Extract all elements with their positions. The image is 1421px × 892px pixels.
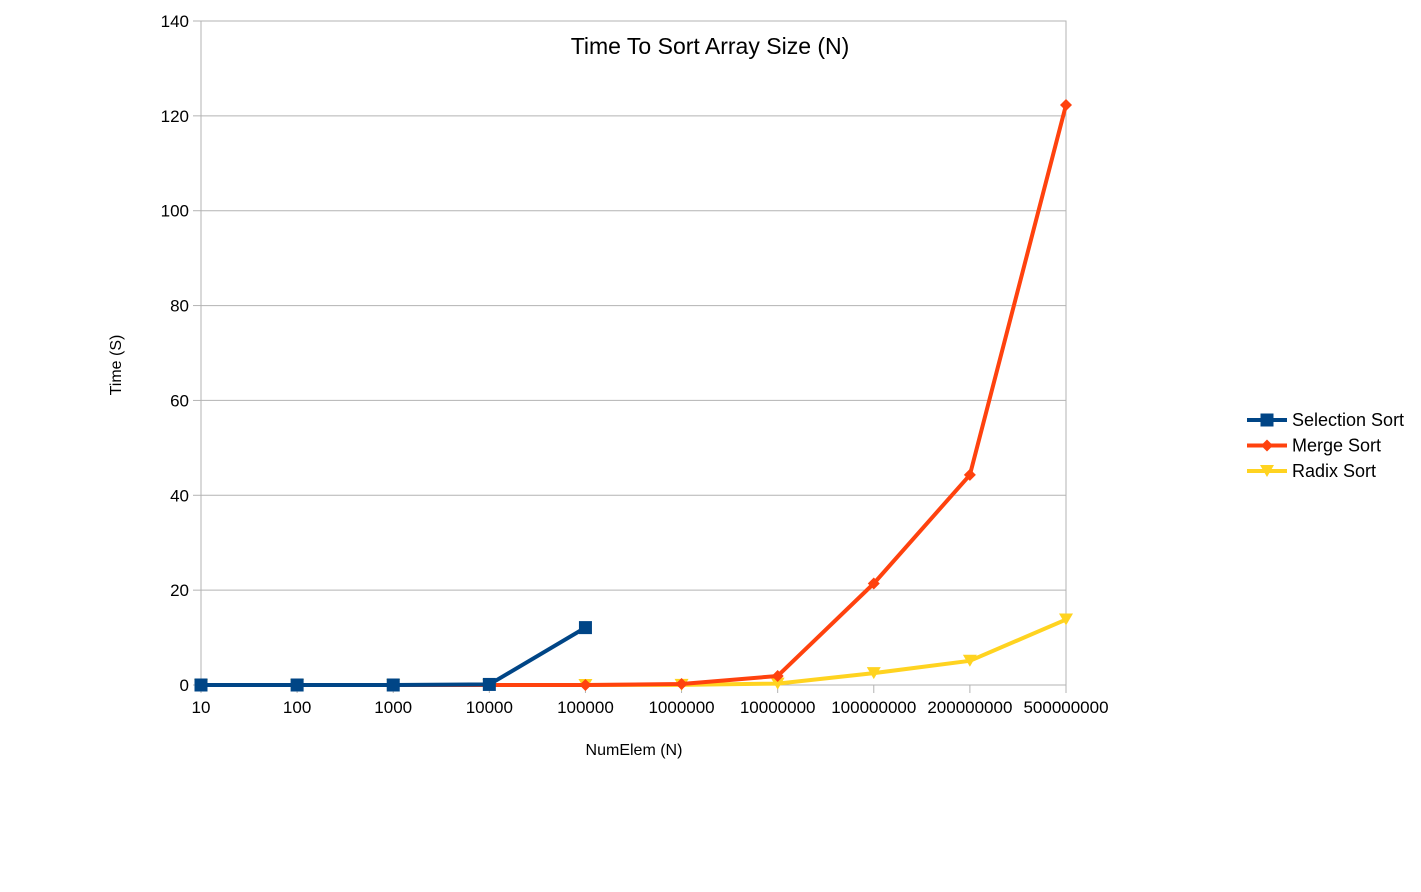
legend-item-merge-sort: Merge Sort xyxy=(1247,436,1381,456)
data-point-selection-sort xyxy=(386,678,400,692)
y-tick-label: 80 xyxy=(170,297,189,316)
x-tick-label: 100 xyxy=(283,698,311,717)
data-point-selection-sort xyxy=(578,621,592,635)
legend-item-radix-sort: Radix Sort xyxy=(1247,461,1376,481)
data-point-merge-sort xyxy=(675,678,688,691)
y-axis-label: Time (S) xyxy=(108,335,125,396)
x-tick-label: 10 xyxy=(192,698,211,717)
legend: Selection Sort Merge Sort Radix Sort xyxy=(1247,410,1404,481)
data-point-merge-sort xyxy=(1060,98,1072,111)
series-line-radix-sort xyxy=(201,617,1067,687)
x-tick-label: 10000 xyxy=(466,698,513,717)
series-line-selection-sort xyxy=(201,625,587,687)
y-tick-label: 140 xyxy=(161,12,189,31)
data-point-merge-sort xyxy=(963,468,976,481)
x-tick-label: 1000 xyxy=(374,698,412,717)
series-group xyxy=(194,98,1073,692)
data-point-radix-sort xyxy=(1059,613,1073,626)
legend-marker xyxy=(1260,413,1274,427)
data-point-merge-sort xyxy=(771,669,784,682)
grid-lines xyxy=(201,20,1066,686)
x-axis-label: NumElem (N) xyxy=(586,742,683,759)
series-line-merge-sort xyxy=(201,104,1068,687)
legend-item-selection-sort: Selection Sort xyxy=(1247,410,1404,430)
legend-marker xyxy=(1261,439,1273,452)
series-radix-sort xyxy=(194,613,1073,691)
data-point-selection-sort xyxy=(482,677,496,691)
data-point-merge-sort xyxy=(579,679,592,691)
plot-area xyxy=(200,20,1067,686)
data-point-selection-sort xyxy=(194,678,208,692)
series-merge-sort xyxy=(195,98,1072,691)
data-point-radix-sort xyxy=(962,654,977,667)
series-selection-sort xyxy=(194,621,592,692)
x-tick-label: 10000000 xyxy=(740,698,816,717)
chart-title: Time To Sort Array Size (N) xyxy=(571,33,850,59)
y-tick-label: 120 xyxy=(161,107,189,126)
legend-label: Merge Sort xyxy=(1292,436,1381,456)
legend-label: Radix Sort xyxy=(1292,461,1376,481)
data-point-radix-sort xyxy=(866,667,881,680)
legend-label: Selection Sort xyxy=(1292,410,1404,430)
x-tick-label: 100000 xyxy=(557,698,614,717)
y-tick-label: 40 xyxy=(170,486,189,505)
y-tick-label: 20 xyxy=(170,581,189,600)
x-tick-label: 100000000 xyxy=(831,698,916,717)
y-tick-label: 0 xyxy=(180,676,189,695)
x-axis-ticks: 10 100 1000 10000 100000 1000000 10000000 10000… xyxy=(192,685,1109,717)
legend-marker xyxy=(1260,465,1274,477)
data-point-merge-sort xyxy=(867,577,880,590)
data-point-radix-sort xyxy=(770,677,785,690)
data-point-selection-sort xyxy=(290,678,304,692)
y-tick-label: 100 xyxy=(161,202,189,221)
y-tick-label: 60 xyxy=(170,391,189,410)
y-axis-ticks: 0 20 40 60 80 100 120 140 xyxy=(161,12,201,695)
x-tick-label: 500000000 xyxy=(1023,698,1108,717)
x-tick-label: 200000000 xyxy=(927,698,1012,717)
x-tick-label: 1000000 xyxy=(648,698,714,717)
